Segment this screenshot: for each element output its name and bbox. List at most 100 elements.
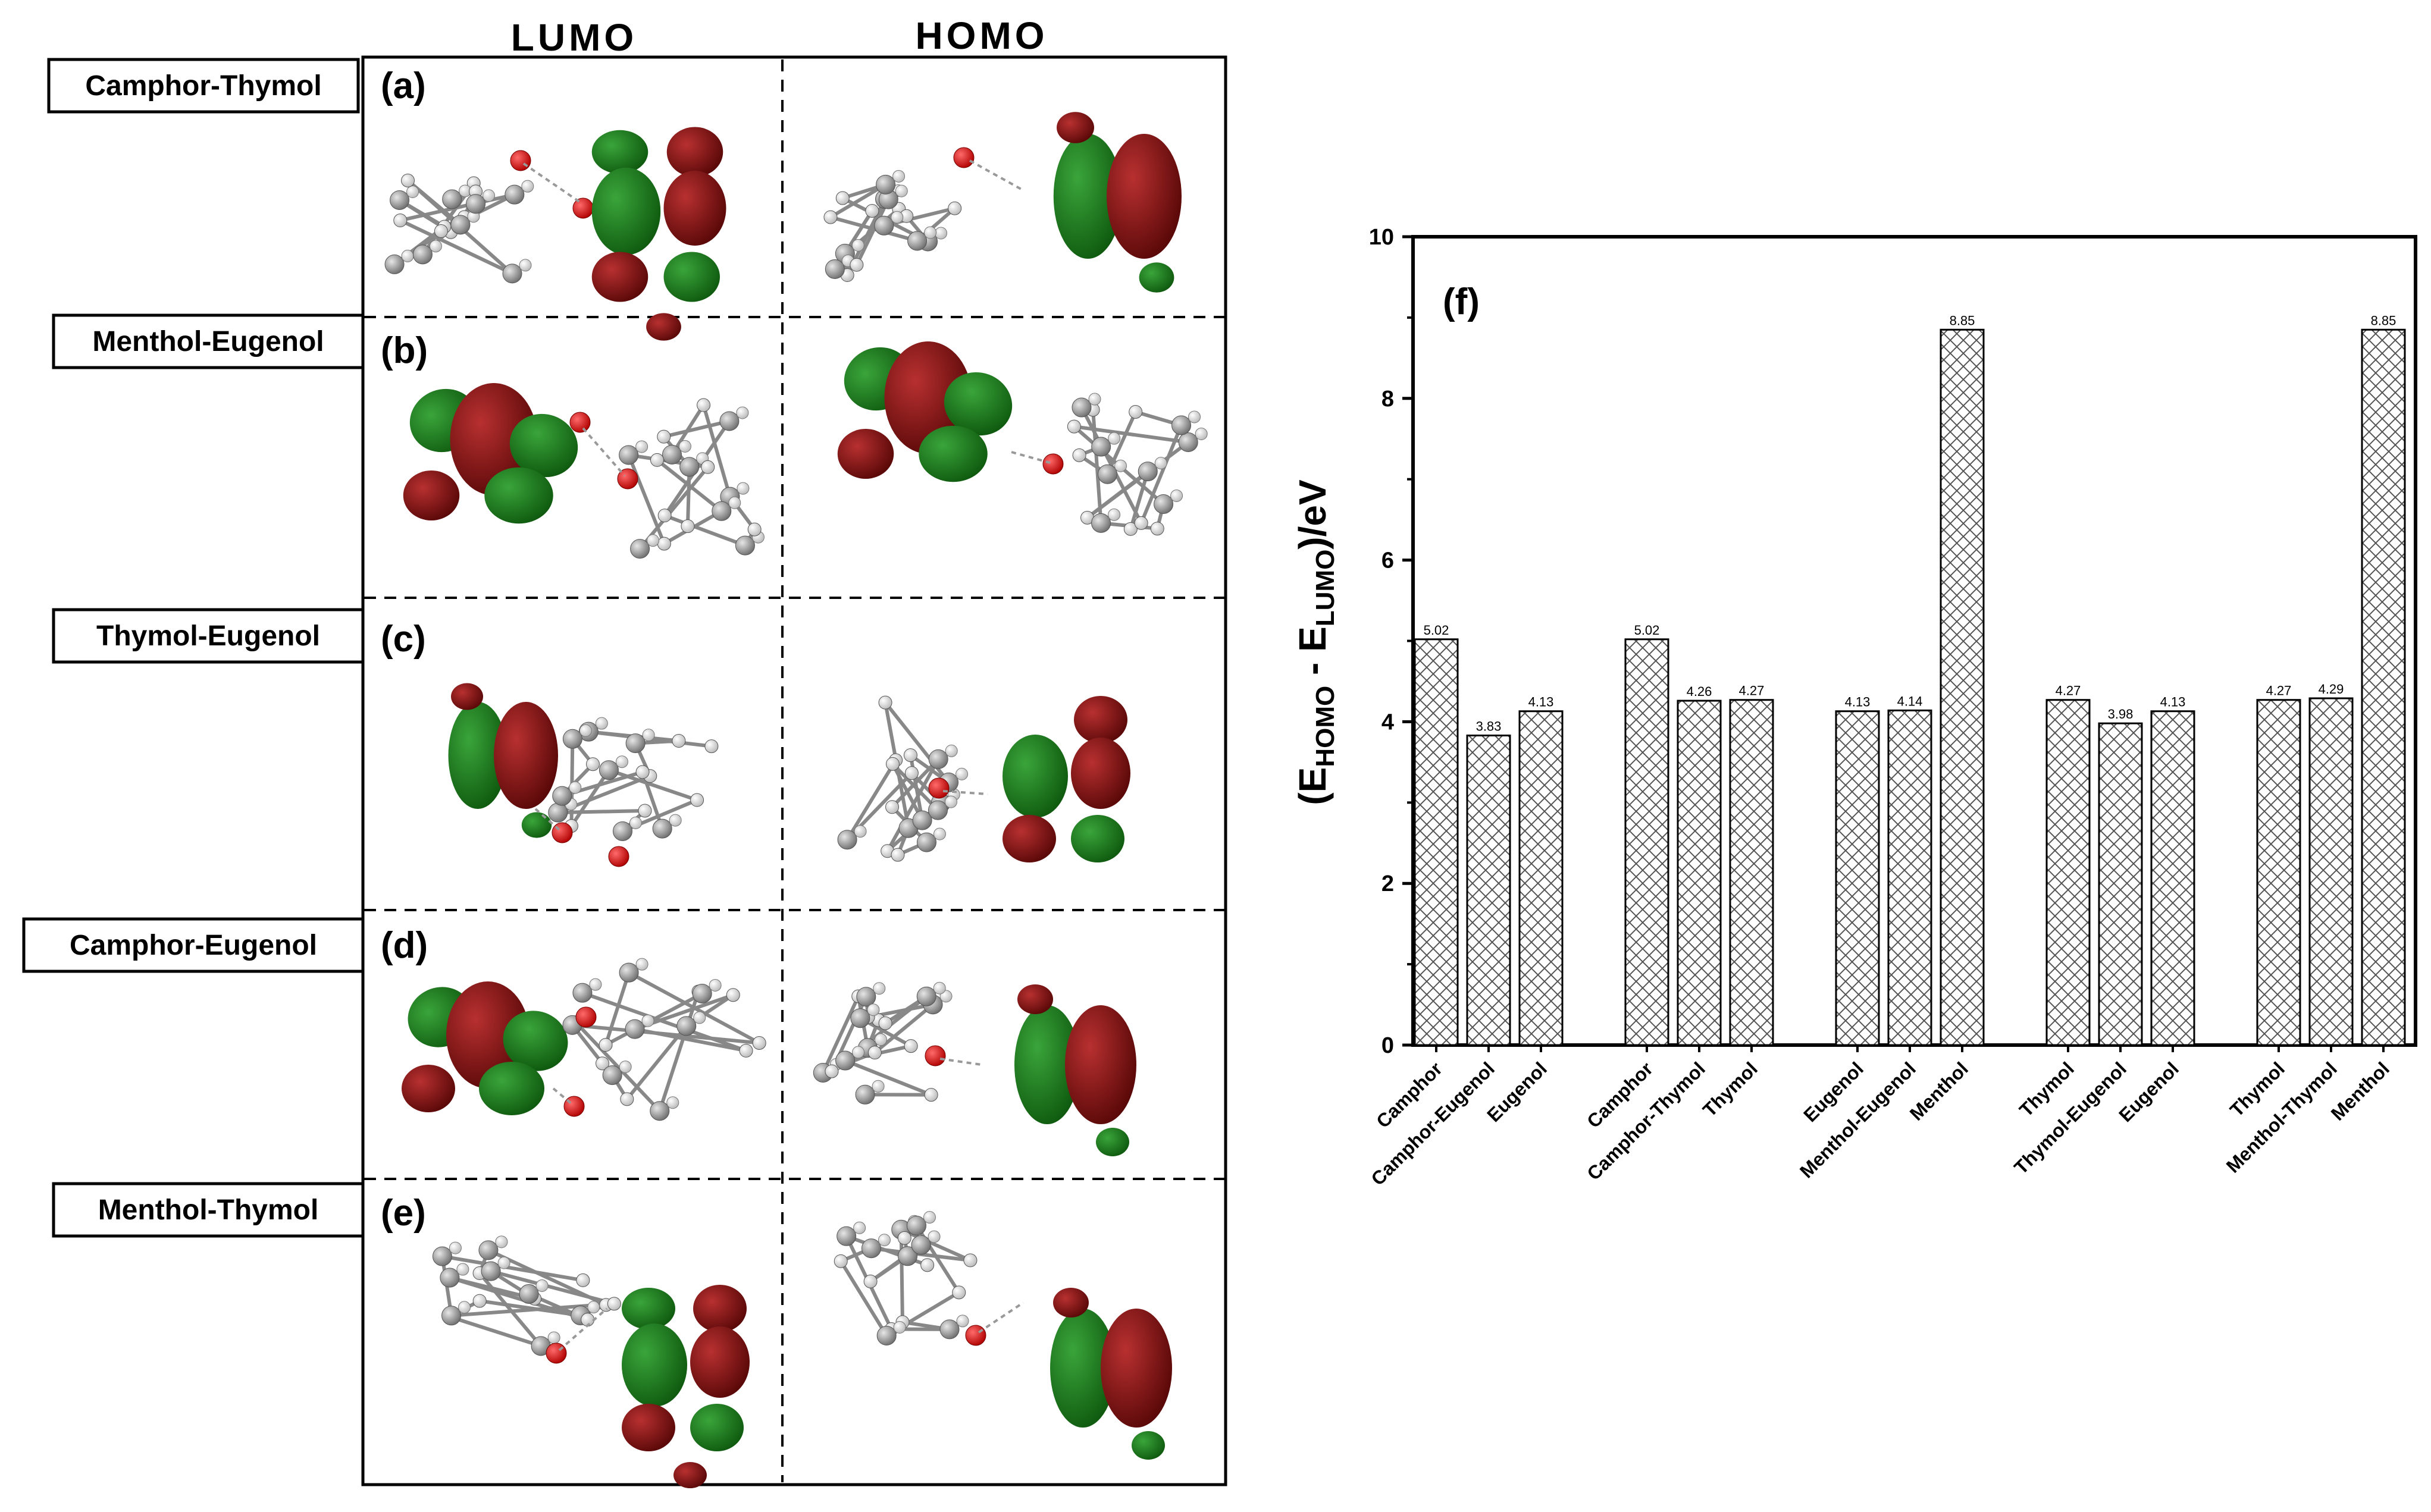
bar bbox=[1677, 699, 1722, 1046]
y-tick-label: 8 bbox=[1381, 387, 1394, 412]
orbital-lobe-positive bbox=[837, 429, 894, 479]
y-axis-label: (EHOMO - ELUMO)/eV bbox=[1291, 479, 1340, 805]
system-box-camphor-thymol bbox=[47, 58, 360, 114]
orbital-lobe-positive bbox=[1017, 984, 1053, 1014]
oxygen-atom bbox=[563, 1096, 585, 1117]
orbital-lobe-positive bbox=[450, 383, 538, 495]
hydrogen-bond bbox=[939, 1058, 982, 1066]
orbital-lobe-negative bbox=[1096, 1128, 1129, 1156]
bar-value-label: 5.02 bbox=[1424, 623, 1449, 638]
hydrogen-bond bbox=[558, 1307, 608, 1351]
system-box-thymol-eugenol bbox=[52, 608, 365, 664]
molecule-skeleton bbox=[823, 170, 962, 283]
molecule-skeleton bbox=[1067, 393, 1208, 536]
orbital-lobe-negative bbox=[622, 1288, 675, 1329]
orbital-lobe-positive bbox=[646, 313, 681, 341]
system-box-menthol-thymol bbox=[52, 1182, 365, 1238]
bar bbox=[2256, 699, 2301, 1046]
y-tick-label: 4 bbox=[1381, 710, 1394, 735]
orbital-lobe-negative bbox=[919, 425, 988, 482]
molecule-skeleton bbox=[384, 174, 534, 284]
bar bbox=[1624, 638, 1669, 1046]
panel-letter-a: (a) bbox=[381, 65, 426, 106]
orbital-lobe-positive bbox=[591, 252, 649, 302]
orbital-lobe-negative bbox=[622, 1323, 687, 1407]
hydrogen-bond bbox=[1011, 451, 1051, 464]
system-label-camphor-thymol: Camphor-Thymol bbox=[85, 70, 321, 102]
oxygen-atom bbox=[965, 1325, 986, 1346]
molecule-skeleton bbox=[834, 1211, 978, 1345]
orbital-lobe-positive bbox=[402, 1065, 455, 1112]
orbital-lobe-positive bbox=[1003, 815, 1056, 862]
molecule-skeleton bbox=[432, 1235, 621, 1356]
orbital-lobe-negative bbox=[591, 130, 649, 174]
molecular-orbital-renderings bbox=[384, 112, 1208, 1488]
bar-value-label: 4.13 bbox=[2160, 695, 2186, 710]
molecule-skeleton bbox=[837, 695, 969, 862]
y-tick-label: 2 bbox=[1381, 871, 1394, 896]
orbital-lobe-positive bbox=[446, 981, 530, 1088]
bar-value-label: 3.98 bbox=[2108, 707, 2134, 722]
column-header-lumo: LUMO bbox=[511, 16, 637, 59]
orbital-grid: LUMO HOMO Camphor-Thymol Menthol-Eugenol… bbox=[22, 14, 1227, 1488]
bar bbox=[1729, 699, 1774, 1046]
orbital-lobe-positive bbox=[1065, 1005, 1136, 1124]
orbital-lobe-positive bbox=[1101, 1309, 1172, 1428]
panel-letter-b: (b) bbox=[381, 330, 428, 371]
x-tick-label: Menthol bbox=[2327, 1058, 2394, 1124]
oxygen-atom bbox=[1042, 453, 1064, 475]
bar-value-label: 8.85 bbox=[2371, 313, 2396, 328]
system-label-menthol-eugenol: Menthol-Eugenol bbox=[92, 326, 324, 357]
orbital-lobe-positive bbox=[1057, 112, 1094, 143]
orbital-lobe-negative bbox=[591, 167, 661, 255]
bar-value-label: 4.27 bbox=[2056, 683, 2081, 698]
orbital-lobe-negative bbox=[1003, 735, 1068, 818]
bar bbox=[1940, 328, 1985, 1046]
oxygen-atom bbox=[572, 197, 594, 219]
hydrogen-bond bbox=[522, 162, 581, 203]
orbital-lobe-negative bbox=[521, 812, 552, 838]
molecule-skeleton bbox=[619, 398, 765, 559]
bar bbox=[2098, 722, 2143, 1046]
panel-letter-d: (d) bbox=[381, 925, 428, 966]
orbital-lobe-negative bbox=[509, 413, 578, 478]
orbital-lobe-positive bbox=[690, 1326, 750, 1398]
bar-value-label: 3.83 bbox=[1476, 719, 1502, 734]
orbital-lobe-positive bbox=[673, 1462, 707, 1488]
bar bbox=[1887, 709, 1932, 1046]
y-tick-label: 0 bbox=[1381, 1033, 1394, 1058]
bar-value-label: 4.13 bbox=[1528, 695, 1554, 710]
orbital-lobe-positive bbox=[666, 127, 723, 177]
bar bbox=[2150, 710, 2195, 1046]
bar-value-label: 8.85 bbox=[1950, 313, 1975, 328]
molecule-skeleton bbox=[813, 981, 953, 1105]
oxygen-atom bbox=[510, 150, 531, 171]
bar bbox=[1414, 638, 1459, 1046]
orbital-lobe-positive bbox=[451, 683, 483, 710]
orbital-lobe-negative bbox=[1139, 262, 1174, 293]
x-tick-label: Thymol bbox=[1699, 1058, 1762, 1121]
oxygen-atom bbox=[617, 468, 638, 490]
bar-value-label: 4.14 bbox=[1897, 694, 1923, 708]
system-label-camphor-eugenol: Camphor-Eugenol bbox=[70, 930, 317, 961]
orbital-lobe-positive bbox=[693, 1285, 747, 1332]
bar-value-label: 4.26 bbox=[1687, 684, 1712, 699]
system-box-menthol-eugenol bbox=[52, 313, 365, 369]
bar bbox=[1835, 710, 1880, 1046]
hydrogen-bond bbox=[978, 1301, 1025, 1334]
orbital-lobe-negative bbox=[479, 1062, 544, 1115]
orbital-lobe-negative bbox=[503, 1011, 568, 1071]
grid-frame bbox=[361, 55, 1227, 1486]
bar-value-label: 4.29 bbox=[2319, 682, 2344, 697]
orbital-lobe-negative bbox=[1050, 1309, 1116, 1428]
bar bbox=[1466, 735, 1511, 1046]
orbital-lobe-positive bbox=[494, 702, 558, 809]
molecule-skeleton bbox=[548, 717, 719, 841]
panel-letter-e: (e) bbox=[381, 1193, 426, 1234]
panel-letter-c: (c) bbox=[381, 619, 426, 660]
orbital-lobe-negative bbox=[1014, 1005, 1080, 1124]
panel-letter-f: (f) bbox=[1443, 281, 1480, 322]
orbital-lobe-positive bbox=[1107, 134, 1182, 259]
